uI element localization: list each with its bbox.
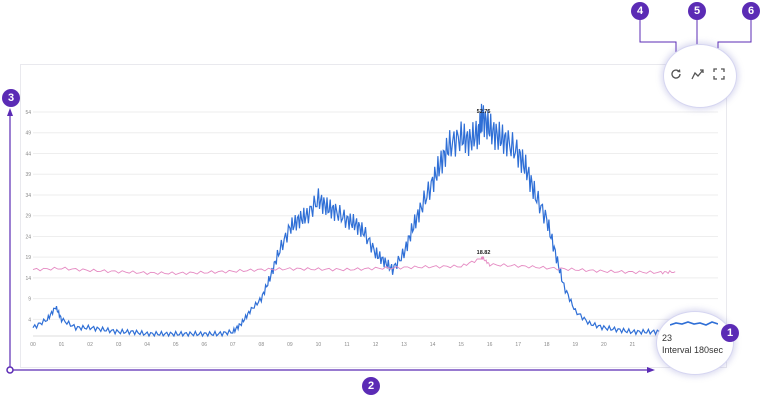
y-tick-label: 24 [25, 234, 31, 240]
y-tick-label: 14 [25, 276, 31, 282]
toolbar-zoom-circle [663, 44, 737, 108]
series-line-2 [32, 256, 676, 276]
x-tick-label: 11 [344, 342, 349, 348]
legend-interval-label: Interval 180sec [662, 345, 724, 355]
y-tick-label: 44 [25, 151, 31, 157]
x-tick-label: 06 [201, 342, 207, 348]
callout-badge-2: 2 [362, 377, 380, 395]
series-line-1 [32, 103, 676, 338]
callout-badge-4: 4 [631, 2, 649, 20]
x-tick-label: 08 [259, 342, 265, 348]
x-tick-label: 10 [316, 342, 322, 348]
axis-origin [6, 366, 14, 374]
x-tick-label: 15 [458, 342, 464, 348]
x-tick-label: 05 [173, 342, 179, 348]
legend: 23 Interval 180sec [662, 332, 723, 356]
y-tick-label: 4 [28, 317, 31, 323]
x-tick-label: 13 [401, 342, 407, 348]
x-tick-label: 18 [544, 342, 550, 348]
x-tick-label: 21 [630, 342, 636, 348]
y-tick-label: 39 [25, 172, 31, 178]
y-axis-arrow-head [7, 108, 13, 116]
x-tick-label: 19 [573, 342, 579, 348]
y-tick-label: 54 [25, 110, 31, 116]
annotation-label: 52.75 [477, 109, 491, 115]
x-tick-label: 09 [287, 342, 293, 348]
x-tick-label: 12 [373, 342, 379, 348]
x-tick-label: 07 [230, 342, 236, 348]
trend-chart-icon[interactable] [690, 67, 704, 81]
x-tick-label: 00 [30, 342, 36, 348]
legend-zoom-circle [656, 311, 734, 375]
y-tick-label: 34 [25, 193, 31, 199]
legend-value: 23 [662, 333, 673, 343]
x-tick-label: 17 [515, 342, 521, 348]
callout-line-4 [639, 18, 677, 60]
callout-badge-3: 3 [2, 89, 20, 107]
x-tick-label: 16 [487, 342, 493, 348]
x-tick-label: 01 [59, 342, 65, 348]
callout-badge-5: 5 [688, 2, 706, 20]
refresh-icon[interactable] [669, 67, 683, 81]
y-tick-label: 49 [25, 131, 31, 137]
fullscreen-icon[interactable] [712, 67, 726, 81]
x-tick-label: 04 [144, 342, 150, 348]
x-tick-label: 02 [87, 342, 93, 348]
y-tick-label: 9 [28, 297, 31, 303]
y-tick-label: 19 [25, 255, 31, 261]
y-tick-label: 29 [25, 214, 31, 220]
x-axis-arrow-head [647, 367, 655, 373]
annotation-label: 18.82 [477, 250, 491, 256]
callout-badge-6: 6 [742, 2, 760, 20]
annotation-point [480, 256, 485, 260]
x-tick-label: 03 [116, 342, 122, 348]
x-tick-label: 20 [601, 342, 607, 348]
callout-badge-1: 1 [721, 324, 739, 342]
x-tick-label: 14 [430, 342, 436, 348]
annotation-point [480, 115, 485, 119]
legend-series-swatch [670, 321, 718, 326]
